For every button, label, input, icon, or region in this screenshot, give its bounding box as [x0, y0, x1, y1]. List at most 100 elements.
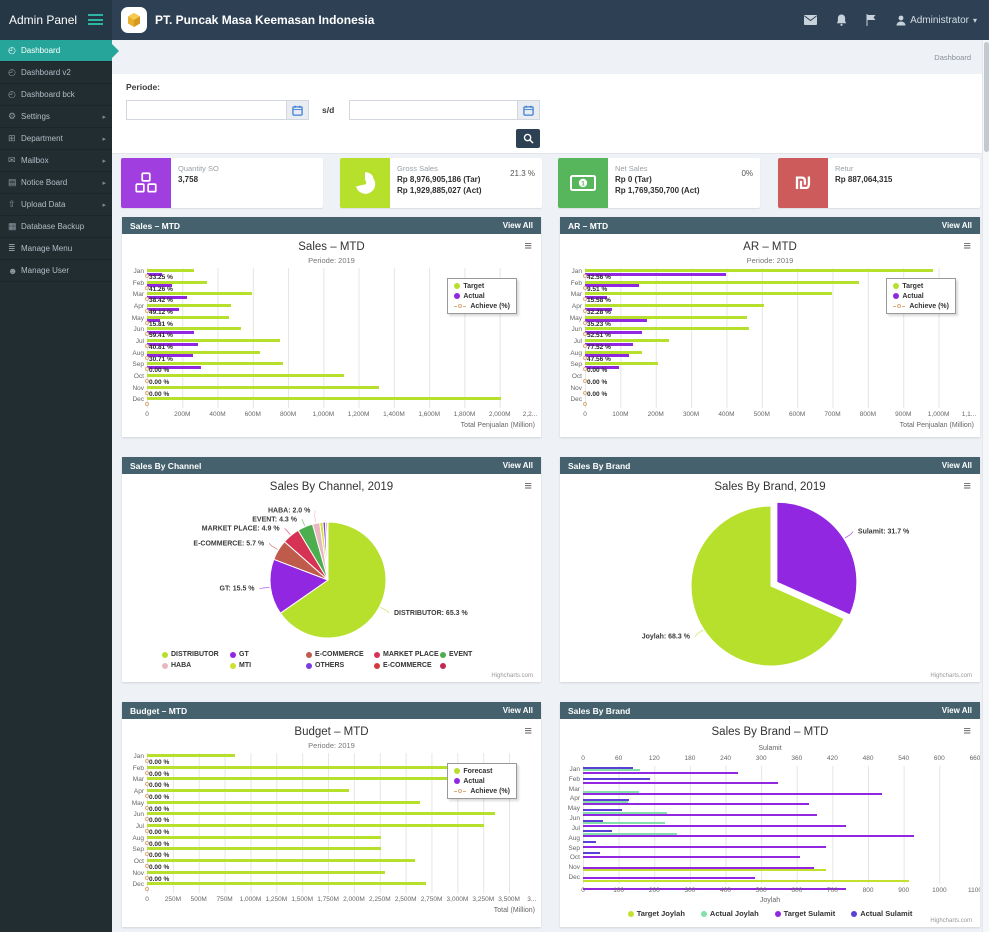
view-all-link[interactable]: View All — [502, 221, 533, 230]
legend-item[interactable]: EVENT — [440, 651, 498, 658]
legend-item[interactable]: Target Sulamit — [774, 909, 835, 918]
clipboard-icon: ▤ — [8, 177, 17, 187]
pie-chart: DISTRIBUTOR: 65.3 % GT: 15.5 % E-COMMERCE:… — [193, 508, 469, 639]
target-bar — [585, 280, 859, 284]
notifications-bell-icon[interactable] — [836, 14, 847, 26]
x-tick: 800 — [862, 887, 874, 894]
achieve-percent-label: 77.52 % — [587, 344, 611, 352]
chart-context-menu-icon[interactable]: ≡ — [524, 478, 532, 493]
view-all-link[interactable]: View All — [941, 706, 972, 715]
chart-context-menu-icon[interactable]: ≡ — [963, 478, 971, 493]
view-all-link[interactable]: View All — [502, 706, 533, 715]
sidebar-item-database-backup[interactable]: ▦ Database Backup — [0, 216, 112, 238]
top-navbar: Admin Panel PT. Puncak Masa Keemasan Ind… — [0, 0, 989, 40]
calendar-icon[interactable] — [286, 100, 309, 120]
month-label: Oct — [133, 858, 144, 866]
actual-bar — [147, 284, 172, 288]
legend-item[interactable]: Target Joylah — [627, 909, 685, 918]
achieve-marker — [145, 285, 149, 290]
legend-item[interactable]: OTHERS — [306, 662, 374, 669]
page-scrollbar[interactable] — [982, 40, 989, 932]
highcharts-credit[interactable]: Highcharts.com — [930, 918, 972, 924]
cubes-icon — [121, 158, 171, 208]
sidebar-item-manage-menu[interactable]: ≣ Manage Menu — [0, 238, 112, 260]
legend-item[interactable]: HABA — [162, 662, 230, 669]
chart-row: 0.00 % — [583, 385, 974, 398]
achieve-percent-label: 49.12 % — [149, 309, 173, 317]
sidebar-item-mailbox[interactable]: ✉ Mailbox ▸ — [0, 150, 112, 172]
chart-context-menu-icon[interactable]: ≡ — [524, 238, 532, 253]
stat-value: 3,758 — [178, 175, 199, 184]
scrollbar-thumb[interactable] — [984, 42, 989, 152]
month-label: Oct — [571, 373, 582, 381]
legend-item[interactable]: GT — [230, 651, 306, 658]
achieve-percent-label: 0.00 % — [149, 805, 170, 813]
legend-item[interactable]: Actual Sulamit — [851, 909, 912, 918]
chevron-right-icon: ▸ — [102, 135, 106, 143]
legend-item[interactable]: Achieve (%) — [893, 301, 949, 311]
legend-item[interactable]: Target — [893, 281, 949, 291]
pie-slice-joylah[interactable] — [690, 505, 845, 667]
sidebar-item-upload-data[interactable]: ⇧ Upload Data ▸ — [0, 194, 112, 216]
sidebar-item-notice-board[interactable]: ▤ Notice Board ▸ — [0, 172, 112, 194]
sidebar-item-dashboard-v2[interactable]: ◴ Dashboard v2 — [0, 62, 112, 84]
date-to-input[interactable] — [349, 100, 517, 120]
legend-item[interactable]: MTI — [230, 662, 306, 669]
legend-item[interactable]: DISTRIBUTOR — [162, 651, 230, 658]
legend-item[interactable]: Achieve (%) — [454, 786, 510, 796]
legend-item[interactable]: Actual — [454, 291, 510, 301]
achieve-marker — [145, 332, 149, 337]
flag-icon[interactable] — [866, 14, 877, 26]
view-all-link[interactable]: View All — [502, 461, 533, 470]
sidebar-item-settings[interactable]: ⚙ Settings ▸ — [0, 106, 112, 128]
chart-context-menu-icon[interactable]: ≡ — [963, 238, 971, 253]
x-tick: 2,2... — [522, 411, 538, 418]
legend-item[interactable]: Achieve (%) — [454, 301, 510, 311]
legend-item[interactable]: Forecast — [454, 766, 510, 776]
legend-item[interactable]: E-COMMERCE — [374, 662, 440, 669]
chart-row — [583, 798, 975, 809]
highcharts-credit[interactable]: Highcharts.com — [930, 673, 972, 679]
highcharts-credit[interactable]: Highcharts.com — [491, 673, 533, 679]
legend-item[interactable]: Target — [454, 281, 510, 291]
calendar-icon[interactable] — [517, 100, 540, 120]
chart-context-menu-icon[interactable]: ≡ — [963, 723, 971, 738]
x-tick: 400 — [720, 887, 731, 894]
legend-item[interactable]: Actual — [893, 291, 949, 301]
pie-slice-gt[interactable] — [269, 558, 330, 614]
target-bar — [147, 362, 284, 366]
sidebar-toggle-button[interactable] — [88, 14, 103, 28]
date-to-group — [349, 100, 540, 120]
x-tick: 600 — [791, 887, 803, 894]
legend-item[interactable] — [440, 662, 498, 669]
x-tick: 0 — [145, 896, 149, 903]
pie-slice-slice[interactable] — [326, 521, 329, 581]
messages-envelope-icon[interactable] — [804, 15, 818, 25]
legend-item[interactable]: Actual Joylah — [700, 909, 759, 918]
chart-context-menu-icon[interactable]: ≡ — [524, 723, 532, 738]
legend-item[interactable]: Actual — [454, 776, 510, 786]
breadcrumb[interactable]: Dashboard — [934, 53, 971, 62]
pie-slice-distributor[interactable] — [279, 521, 387, 639]
search-button[interactable] — [516, 129, 540, 148]
pie-slice-sulamit[interactable] — [776, 501, 858, 616]
month-label: Jan — [133, 268, 144, 275]
date-from-input[interactable] — [126, 100, 286, 120]
achieve-percent-label: 0.00 % — [149, 390, 170, 398]
x-tick: 0 — [583, 411, 587, 418]
month-label: Nov — [132, 384, 144, 392]
sidebar-item-dashboard[interactable]: ◴ Dashboard — [0, 40, 119, 62]
chevron-right-icon: ▸ — [102, 113, 106, 121]
legend-item[interactable]: E-COMMERCE — [306, 651, 374, 658]
view-all-link[interactable]: View All — [941, 221, 972, 230]
sidebar-item-department[interactable]: ⊞ Department ▸ — [0, 128, 112, 150]
legend-item[interactable]: MARKET PLACE — [374, 651, 440, 658]
month-label: May — [567, 805, 580, 813]
sidebar-item-dashboard-bck[interactable]: ◴ Dashboard bck — [0, 84, 112, 106]
user-menu[interactable]: Administrator ▾ — [896, 15, 977, 26]
view-all-link[interactable]: View All — [941, 461, 972, 470]
sidebar-item-manage-user[interactable]: ☻ Manage User — [0, 260, 112, 282]
chart-row — [583, 872, 975, 883]
chart-row — [583, 882, 975, 893]
actual-bar — [147, 319, 160, 323]
